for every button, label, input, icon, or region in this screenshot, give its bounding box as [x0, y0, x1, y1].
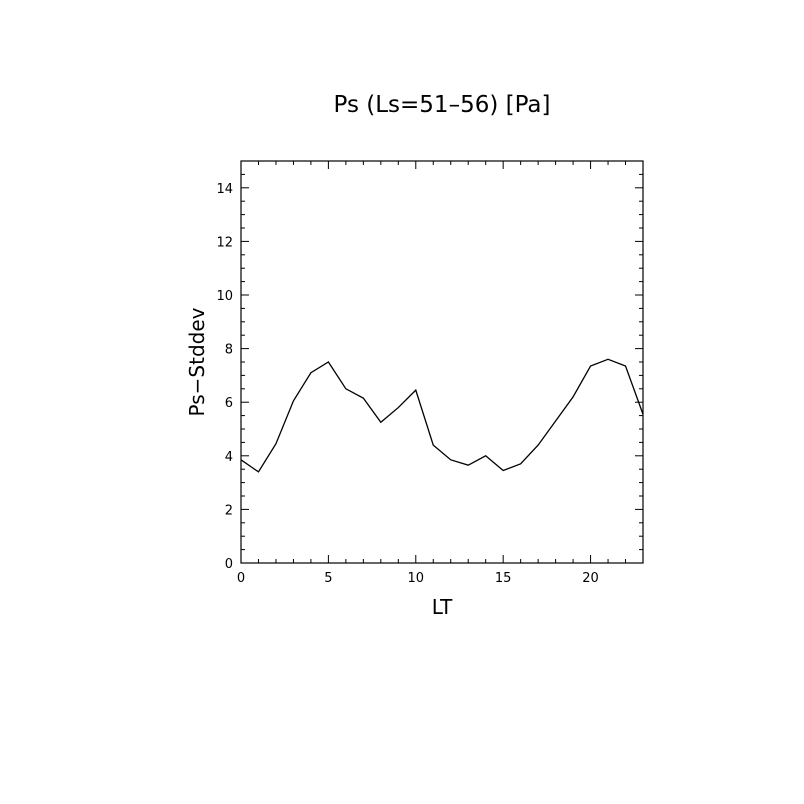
- y-tick-label: 4: [225, 450, 233, 465]
- x-tick-label: 0: [237, 571, 245, 586]
- x-tick-label: 15: [495, 571, 512, 586]
- x-tick-label: 5: [324, 571, 332, 586]
- x-tick-label: 20: [582, 571, 599, 586]
- y-tick-label: 12: [216, 235, 233, 250]
- series-line: [240, 358, 644, 473]
- plot-frame: [240, 160, 644, 564]
- x-tick-label: 10: [408, 571, 425, 586]
- y-axis-ticks: [241, 160, 643, 564]
- y-tick-label: 6: [225, 396, 233, 411]
- y-axis-label: Ps−Stddev: [185, 307, 209, 416]
- y-tick-label: 2: [225, 503, 233, 518]
- y-axis-tick-labels: 0 2 4 6 8 10 12 14: [216, 182, 233, 572]
- y-tick-label: 10: [216, 289, 233, 304]
- x-axis-tick-labels: 0 5 10 15 20: [237, 571, 599, 586]
- x-axis-label: LT: [432, 595, 453, 619]
- y-tick-label: 8: [225, 343, 233, 358]
- series-layer: [240, 358, 644, 473]
- y-tick-label: 14: [216, 182, 233, 197]
- x-axis-ticks: [240, 161, 644, 563]
- chart-title: Ps (Ls=51–56) [Pa]: [334, 92, 551, 118]
- y-tick-label: 0: [225, 557, 233, 572]
